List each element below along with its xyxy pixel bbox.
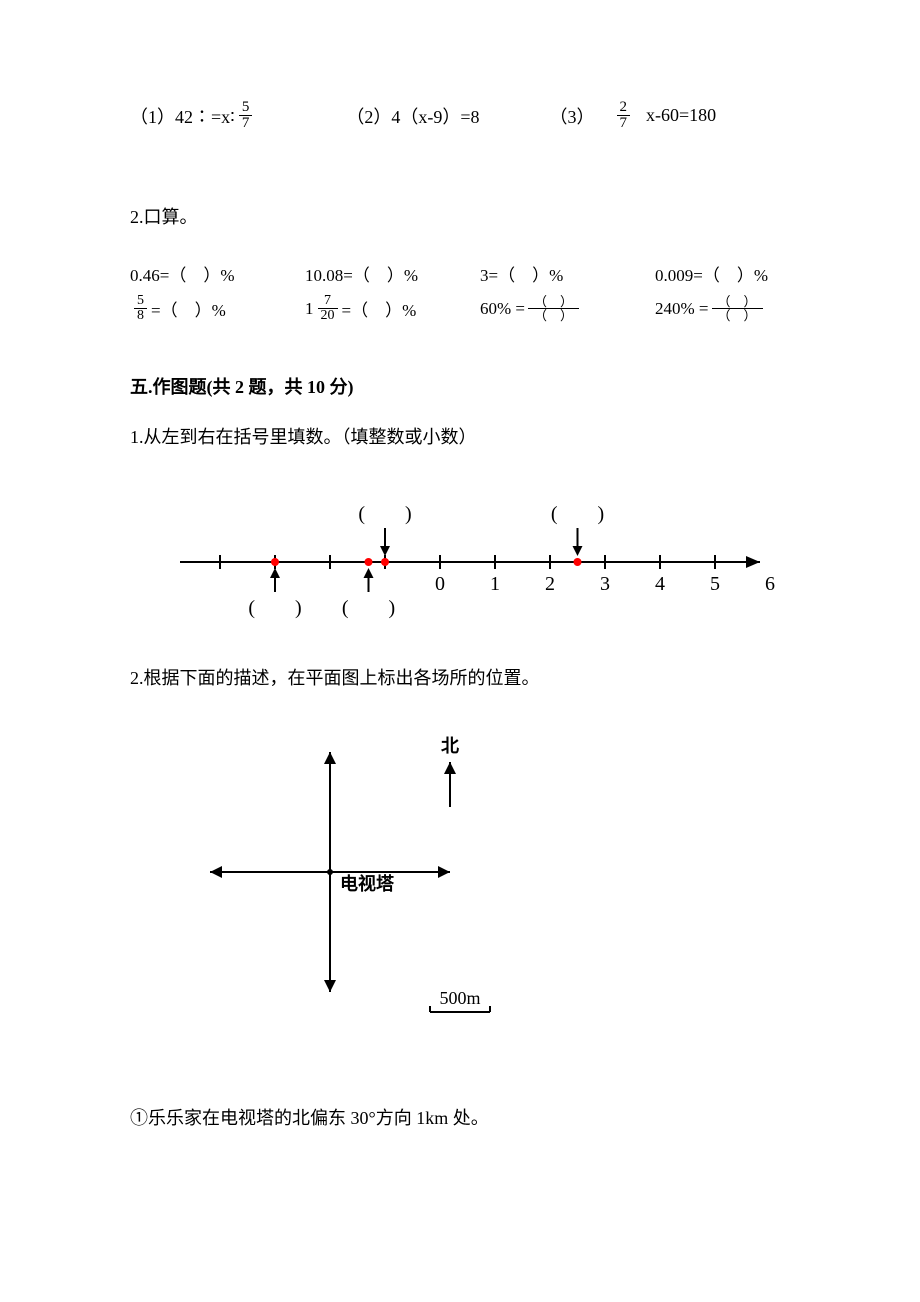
svg-text:电视塔: 电视塔: [340, 873, 395, 894]
frac-5-8: 5 8: [134, 294, 147, 323]
eq-2: （2）4（x-9）=8: [346, 103, 479, 129]
calc-grid: 0.46=（ ）% 10.08=（ ）% 3=（ ）% 0.009=（ ）% 5…: [130, 261, 810, 323]
calc-r2c4: 240% = （ ） （ ）: [655, 294, 810, 323]
eq-1-den: 7: [239, 115, 253, 131]
compass-svg: 电视塔 北 500m: [180, 722, 560, 1062]
svg-text:4: 4: [655, 573, 665, 595]
calc-r2c2: 1 7 20 =（ ）%: [305, 294, 460, 323]
q2-label: 2.口算。: [130, 201, 810, 233]
eq-1-num: 5: [239, 100, 253, 115]
calc-r2c1: 5 8 =（ ）%: [130, 294, 285, 323]
calc-r1c4: 0.009=（ ）%: [655, 261, 810, 286]
eq-3-num: 2: [617, 100, 631, 115]
svg-text:3: 3: [600, 573, 610, 595]
calc-r1c1: 0.46=（ ）%: [130, 261, 285, 286]
eq-3-den: 7: [617, 115, 631, 131]
svg-text:6: 6: [765, 573, 775, 595]
svg-text:0: 0: [435, 573, 445, 595]
eq-3-prefix: （3）: [550, 103, 595, 129]
section5-item1: ①乐乐家在电视塔的北偏东 30°方向 1km 处。: [130, 1102, 810, 1134]
svg-text:2: 2: [545, 573, 555, 595]
eq-2-text: （2）4（x-9）=8: [346, 103, 479, 129]
svg-text:1: 1: [490, 573, 500, 595]
eq-1: （1）42∶=x∶ 5 7: [130, 100, 256, 131]
eq-1-frac: 5 7: [239, 100, 253, 131]
eq-3: （3） 2 7 x-60=180: [550, 100, 717, 131]
section5-q1: 1.从左到右在括号里填数。（填整数或小数）: [130, 421, 810, 453]
equation-row: （1）42∶=x∶ 5 7 （2）4（x-9）=8 （3） 2 7 x-60=1…: [130, 100, 810, 131]
paren-frac-240: （ ） （ ）: [712, 295, 763, 322]
eq-3-frac: 2 7: [617, 100, 631, 131]
calc-r1c2: 10.08=（ ）%: [305, 261, 460, 286]
eq-3-suffix: x-60=180: [646, 105, 716, 126]
calc-r1c3: 3=（ ）%: [480, 261, 635, 286]
svg-text:( ): ( ): [248, 597, 301, 619]
svg-text:( ): ( ): [551, 503, 604, 525]
numberline-figure: 0 1 2 3 4 5 6 ( ) ( ) ( ) ( ): [130, 482, 810, 622]
section5-q2: 2.根据下面的描述，在平面图上标出各场所的位置。: [130, 662, 810, 694]
numberline-svg: 0 1 2 3 4 5 6 ( ) ( ) ( ) ( ): [160, 482, 780, 622]
svg-text:( ): ( ): [342, 597, 395, 619]
calc-r2c3: 60% = （ ） （ ）: [480, 294, 635, 323]
svg-text:5: 5: [710, 573, 720, 595]
svg-text:北: 北: [441, 736, 459, 756]
frac-7-20: 7 20: [318, 294, 338, 323]
paren-frac-60: （ ） （ ）: [528, 295, 579, 322]
compass-figure: 电视塔 北 500m: [130, 722, 810, 1062]
svg-text:500m: 500m: [439, 988, 480, 1008]
eq-1-prefix: （1）42∶=x∶: [130, 103, 235, 129]
section5-title: 五.作图题(共 2 题，共 10 分): [130, 373, 810, 399]
svg-text:( ): ( ): [358, 503, 411, 525]
